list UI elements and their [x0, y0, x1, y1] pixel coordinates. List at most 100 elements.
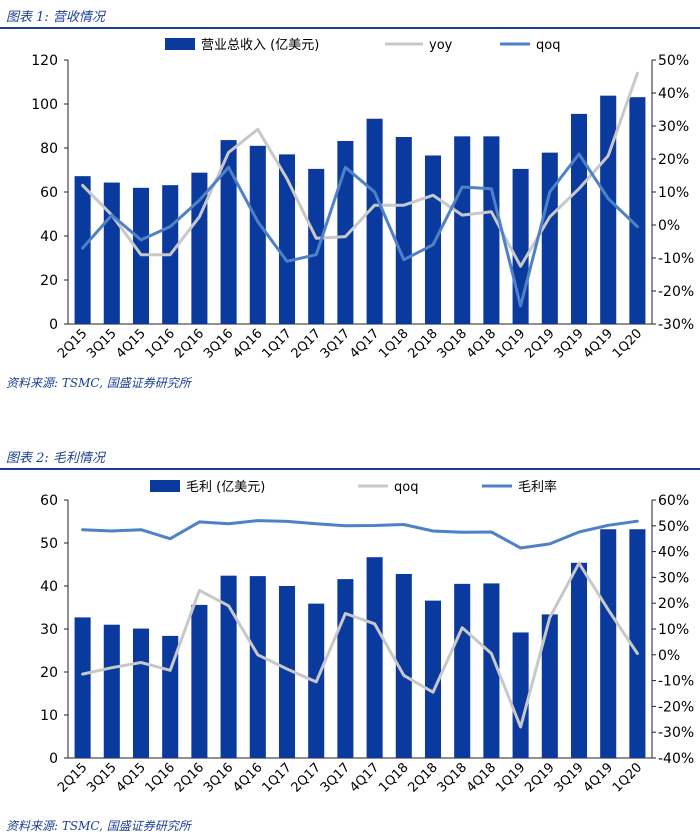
bar-1Q18 — [395, 573, 412, 758]
bar-4Q16 — [249, 145, 266, 324]
x-tick-label: 3Q17 — [318, 326, 353, 361]
x-tick-label: 2Q19 — [522, 760, 557, 795]
legend-label: 营业总收入 (亿美元) — [201, 38, 319, 53]
x-tick-label: 3Q17 — [318, 760, 353, 795]
right-tick-label: 60% — [658, 493, 689, 509]
x-tick-label: 4Q17 — [347, 326, 382, 361]
bar-2Q16 — [191, 604, 208, 758]
right-tick-label: -10% — [658, 251, 694, 267]
x-tick-label: 2Q18 — [405, 760, 440, 795]
right-tick-label: 0% — [658, 218, 680, 234]
figure-2-title: 图表 2: 毛利情况 — [6, 451, 105, 466]
legend-label: qoq — [394, 480, 418, 495]
bar-2Q19 — [541, 152, 558, 324]
bar-2Q18 — [424, 155, 442, 324]
x-tick-label: 1Q17 — [259, 760, 294, 795]
bar-3Q15 — [103, 182, 120, 324]
right-tick-label: 10% — [658, 185, 689, 201]
legend-swatch-bar — [150, 480, 180, 492]
right-tick-label: 50% — [658, 519, 689, 535]
x-tick-label: 2Q19 — [522, 326, 557, 361]
gross-profit-chart: 0 10 20 30 40 50 60 -40% -30% -20% -10% 0% 10% 20% 30%… — [40, 479, 694, 796]
legend-label: 毛利率 — [518, 479, 557, 495]
x-tick-label: 2Q15 — [55, 760, 90, 795]
bar-4Q19 — [600, 95, 617, 324]
bar-3Q15 — [103, 624, 120, 758]
right-tick-label: -30% — [658, 725, 694, 741]
x-tick-label: 2Q18 — [405, 326, 440, 361]
x-tick-label: 4Q18 — [464, 760, 499, 795]
bar-3Q18 — [454, 136, 471, 324]
left-tick-label: 60 — [40, 493, 58, 509]
x-tick-label: 4Q19 — [581, 760, 616, 795]
right-tick-label: -40% — [658, 751, 694, 767]
x-tick-label: 4Q16 — [230, 326, 265, 361]
bar-2Q15 — [74, 176, 91, 324]
left-tick-label: 20 — [40, 273, 58, 289]
x-tick-label: 1Q19 — [493, 760, 528, 795]
left-tick-label: 0 — [49, 317, 58, 333]
x-tick-label: 1Q18 — [376, 760, 411, 795]
x-tick-label: 2Q17 — [289, 760, 324, 795]
bar-2Q19 — [541, 614, 558, 758]
bar-3Q19 — [570, 562, 588, 758]
x-tick-label: 4Q15 — [113, 326, 148, 361]
figure-2-title-rule — [0, 468, 700, 470]
right-tick-label: 10% — [658, 622, 689, 638]
bar-1Q18 — [395, 137, 412, 324]
bar-2Q18 — [424, 600, 442, 758]
x-tick-label: 3Q16 — [201, 760, 236, 795]
left-tick-label: 100 — [31, 97, 58, 113]
bar-1Q20 — [629, 529, 646, 758]
x-tick-label: 4Q16 — [230, 760, 265, 795]
x-tick-label: 4Q15 — [113, 760, 148, 795]
x-tick-label: 2Q17 — [289, 326, 324, 361]
right-tick-label: 30% — [658, 570, 689, 586]
revenue-chart: 0 20 40 60 80 100 120 -30% -20% -10% 0% 10% 20% 30% 40… — [31, 38, 694, 362]
bar-1Q20 — [629, 97, 646, 325]
bar-3Q16 — [220, 140, 237, 324]
x-tick-label: 1Q20 — [610, 326, 645, 361]
x-tick-label: 3Q19 — [551, 326, 586, 361]
bar-4Q16 — [249, 576, 266, 758]
left-tick-label: 40 — [40, 229, 58, 245]
bar-2Q17 — [308, 168, 325, 324]
line-series-毛利率 — [81, 519, 639, 550]
figure-1-title-rule — [0, 27, 700, 29]
x-tick-label: 1Q19 — [493, 326, 528, 361]
bar-1Q19 — [512, 632, 529, 758]
right-tick-label: 50% — [658, 53, 689, 69]
x-tick-label: 3Q18 — [435, 326, 470, 361]
x-tick-label: 3Q19 — [551, 760, 586, 795]
right-tick-label: -10% — [658, 674, 694, 690]
x-tick-label: 4Q19 — [581, 326, 616, 361]
x-tick-label: 3Q16 — [201, 326, 236, 361]
right-tick-label: 40% — [658, 86, 689, 102]
x-tick-label: 2Q15 — [55, 326, 90, 361]
figure-1-title: 图表 1: 营收情况 — [6, 10, 105, 25]
legend-label: 毛利 (亿美元) — [186, 480, 265, 495]
left-tick-label: 80 — [40, 141, 58, 157]
x-tick-label: 3Q18 — [435, 760, 470, 795]
right-tick-label: -20% — [658, 699, 694, 715]
bar-4Q18 — [483, 583, 500, 758]
left-tick-label: 60 — [40, 185, 58, 201]
right-tick-label: -30% — [658, 317, 694, 333]
right-tick-label: 20% — [658, 152, 689, 168]
right-tick-label: 30% — [658, 119, 689, 135]
left-tick-label: 120 — [31, 53, 58, 69]
bar-3Q19 — [570, 113, 588, 325]
left-tick-label: 10 — [40, 708, 58, 724]
x-tick-label: 3Q15 — [84, 760, 119, 795]
bar-3Q17 — [337, 140, 354, 324]
x-tick-label: 3Q15 — [84, 326, 119, 361]
bar-1Q16 — [162, 635, 179, 758]
bar-4Q18 — [483, 136, 500, 324]
bar-3Q18 — [454, 583, 471, 758]
x-tick-label: 1Q16 — [143, 326, 178, 361]
bar-4Q19 — [600, 529, 617, 758]
left-tick-label: 20 — [40, 665, 58, 681]
bar-3Q17 — [337, 579, 354, 758]
bar-4Q15 — [132, 628, 150, 758]
line-series-qoq — [81, 561, 639, 729]
